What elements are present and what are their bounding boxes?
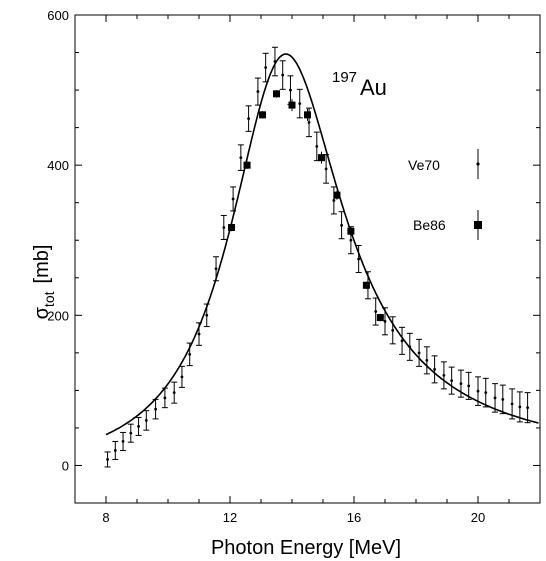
svg-text:σtot[mb]: σtot [mb] [31, 245, 57, 320]
y-tick-label: 600 [47, 8, 69, 23]
y-tick-label: 0 [62, 458, 69, 473]
x-tick-label: 12 [223, 510, 237, 525]
minor-ticks [74, 15, 541, 503]
ve70-point [372, 297, 379, 326]
ve70-point [431, 355, 438, 384]
ve70-point [296, 88, 303, 119]
legend: Ve70 Be86 [408, 149, 482, 240]
be86-point [273, 90, 280, 98]
ve70-point [355, 244, 362, 274]
ve70-point [271, 46, 278, 77]
be86-point [333, 190, 341, 200]
ve70-point [389, 316, 396, 345]
ve70-point [230, 186, 237, 212]
ve70-point [237, 144, 244, 171]
be86-point [317, 151, 325, 164]
ve70-point [279, 60, 286, 90]
ve70-point [406, 332, 413, 361]
ve70-point [203, 303, 210, 328]
be86-point [304, 108, 311, 121]
ve70-point [382, 307, 388, 336]
y-tick-label: 200 [47, 308, 69, 323]
ve70-point [330, 186, 337, 215]
be86-point [228, 223, 236, 232]
ve70-point [416, 338, 423, 367]
be86-point [376, 313, 384, 322]
ve70-point [475, 376, 481, 406]
ve70-point [448, 366, 455, 395]
ve70-point [186, 342, 193, 367]
x-axis-title: Photon Energy [MeV] [211, 537, 401, 559]
be86-point [288, 99, 296, 112]
legend-marker-be86-square [474, 221, 482, 229]
ve70-point [423, 346, 430, 375]
ve70-point [516, 391, 523, 423]
be86-series [228, 90, 384, 322]
ve70-point [254, 77, 261, 106]
y-axis-subscript: tot [41, 291, 57, 307]
ve70-point [338, 211, 345, 240]
ve70-point [457, 369, 464, 398]
ve70-point [120, 431, 127, 451]
ve70-point [440, 361, 447, 390]
ve70-point [262, 52, 269, 83]
ve70-point [178, 365, 185, 388]
ve70-point [524, 392, 531, 424]
ve70-point [482, 377, 489, 408]
isotope-mass-number: 197 [332, 69, 357, 86]
y-axis-symbol: σ [31, 306, 53, 319]
isotope-element: Au [360, 75, 387, 100]
ve70-point [171, 381, 178, 404]
y-axis-title: σtot [mb] [31, 245, 57, 320]
ve70-point [220, 214, 227, 240]
be86-point [243, 161, 251, 169]
x-tick-label: 8 [102, 510, 109, 525]
ve70-point [143, 410, 150, 431]
ve70-point [399, 326, 406, 355]
x-tick-label: 16 [347, 510, 361, 525]
ve70-point [213, 256, 220, 282]
ve70-point [245, 105, 252, 132]
ve70-point [196, 322, 202, 346]
legend-label-ve70: Ve70 [408, 157, 440, 173]
be86-point [347, 226, 355, 236]
y-axis-unit: [mb] [31, 245, 53, 284]
ve70-point [127, 423, 134, 443]
legend-label-be86: Be86 [413, 217, 446, 233]
ve70-point [104, 451, 111, 468]
be86-point [362, 281, 370, 290]
ve70-point [287, 75, 294, 105]
ve70-point [509, 388, 516, 420]
ve70-series [104, 46, 531, 468]
ve70-point [161, 387, 168, 409]
ve70-point [465, 371, 472, 400]
be86-point [259, 111, 267, 119]
x-tick-label: 20 [471, 510, 485, 525]
y-tick-label: 400 [47, 158, 69, 173]
ve70-point [152, 398, 159, 420]
ve70-point [492, 383, 499, 413]
ve70-point [112, 440, 119, 460]
ve70-point [135, 416, 142, 436]
legend-marker-ve70-dot [476, 162, 480, 166]
major-ticks [75, 14, 540, 503]
fit-curve [105, 53, 539, 436]
plot-frame [74, 14, 541, 504]
ve70-point [499, 384, 506, 415]
